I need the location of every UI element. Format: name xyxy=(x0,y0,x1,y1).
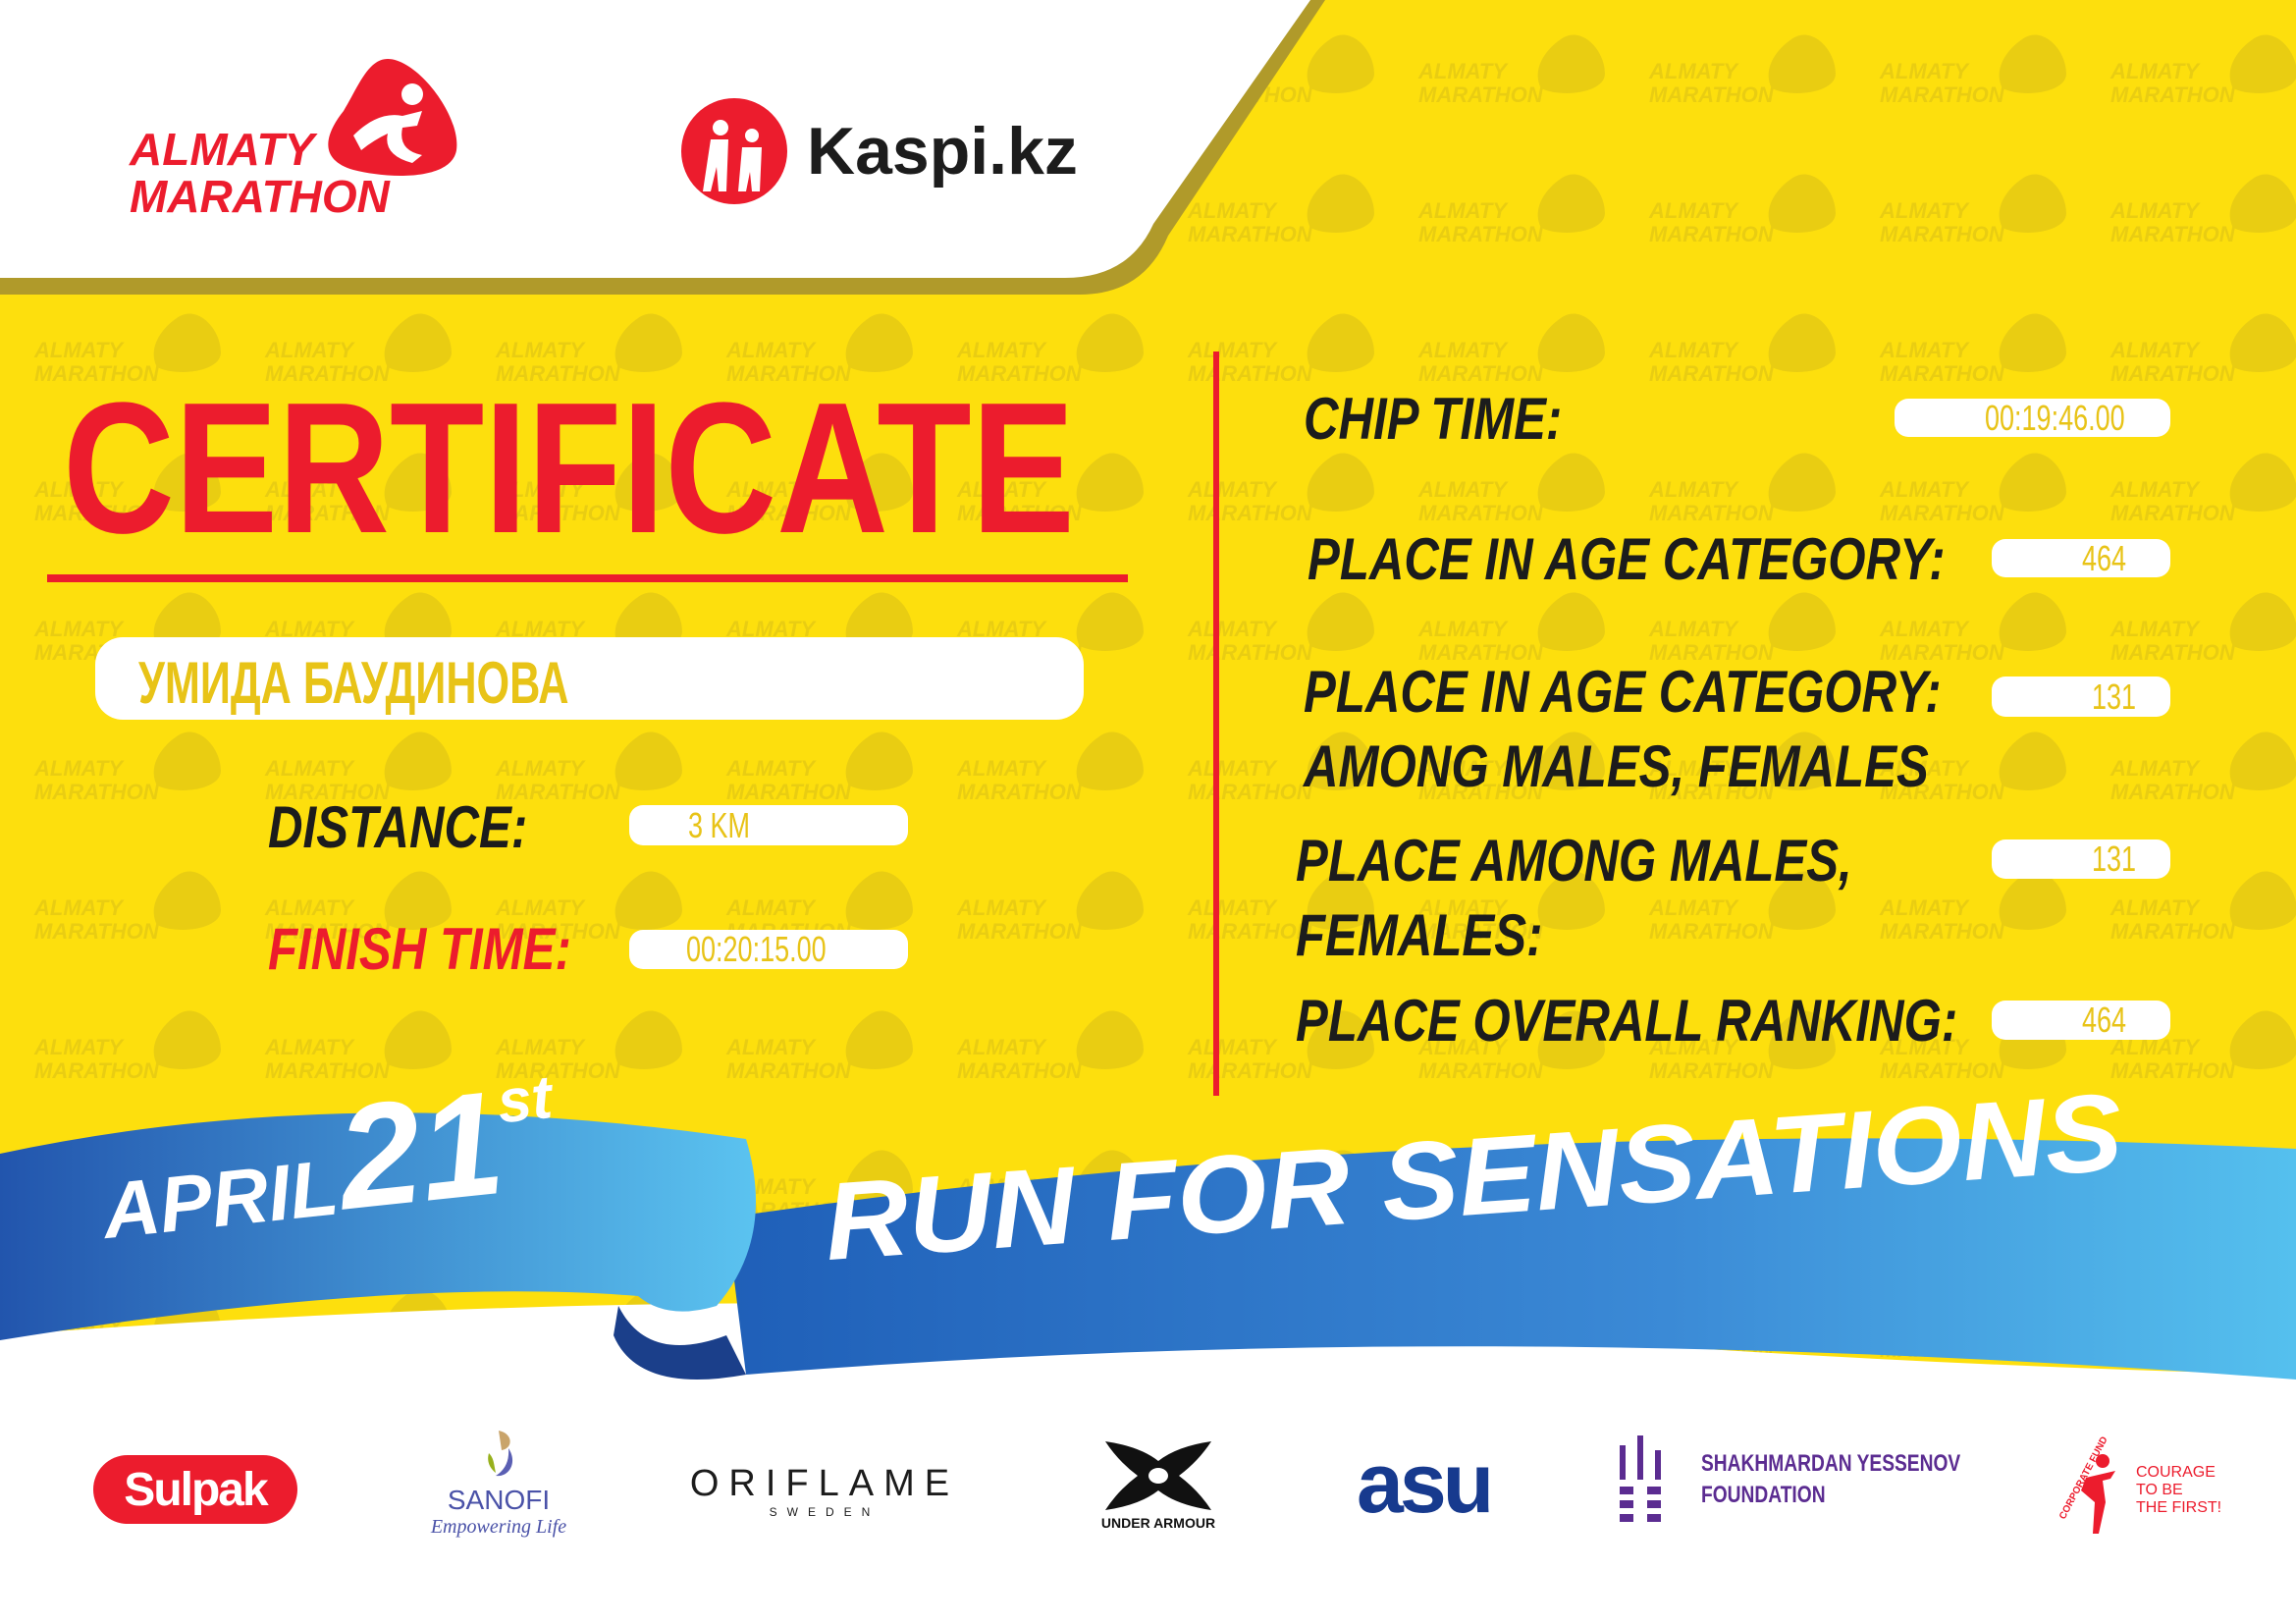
chip-time-value: 00:19:46.00 xyxy=(1985,397,2125,438)
kaspi-wordmark: Kaspi.kz xyxy=(807,114,1078,189)
asu-logo: asu xyxy=(1357,1435,1494,1533)
date-suffix: st xyxy=(494,1063,556,1137)
sanofi-text: SANOFI xyxy=(447,1485,551,1515)
kaspi-icon xyxy=(681,98,787,204)
distance-value: 3 KM xyxy=(688,804,751,845)
yessenov-line2: FOUNDATION xyxy=(1701,1482,1826,1508)
certificate-title: CERTIFICATE xyxy=(63,364,1075,572)
sanofi-bird-icon xyxy=(488,1431,513,1477)
sulpak-text: Sulpak xyxy=(124,1463,268,1516)
age-category-gender-label-line2: AMONG MALES, FEMALES xyxy=(1304,733,1929,799)
age-category-place-value: 464 xyxy=(2082,537,2127,578)
sulpak-logo: Sulpak xyxy=(93,1455,297,1524)
age-category-gender-label-line1: PLACE IN AGE CATEGORY: xyxy=(1304,659,1942,725)
courage-fund-logo: CORPORATE FUND COURAGE TO BE THE FIRST! xyxy=(2052,1435,2222,1537)
overall-ranking-box: 464 xyxy=(1992,1000,2170,1040)
yessenov-bars-icon xyxy=(1620,1435,1661,1522)
gender-place-box: 131 xyxy=(1992,839,2170,879)
courage-runner-icon xyxy=(2081,1454,2115,1534)
yessenov-line1: SHAKHMARDAN YESSENOV xyxy=(1701,1450,1961,1477)
runner-icon xyxy=(328,59,457,176)
oriflame-sub: SWEDEN xyxy=(769,1505,881,1519)
asu-text: asu xyxy=(1357,1436,1494,1531)
participant-name-box: УМИДА БАУДИНОВА xyxy=(95,637,1084,720)
finish-time-label: FINISH TIME: xyxy=(268,916,571,982)
gender-place-label-line2: FEMALES: xyxy=(1296,902,1543,968)
oriflame-logo: ORIFLAME SWEDEN xyxy=(687,1463,962,1519)
age-category-gender-value: 131 xyxy=(2092,676,2137,717)
oriflame-text: ORIFLAME xyxy=(689,1463,960,1504)
under-armour-logo: UNDER ARMOUR xyxy=(1075,1441,1242,1531)
distance-value-box: 3 KM xyxy=(629,805,908,845)
overall-ranking-value: 464 xyxy=(2082,1000,2127,1040)
logo-line2: MARATHON xyxy=(130,171,390,222)
distance-label: DISTANCE: xyxy=(268,794,528,860)
gender-place-label-line1: PLACE AMONG MALES, xyxy=(1296,828,1852,893)
overall-ranking-label: PLACE OVERALL RANKING: xyxy=(1296,988,1958,1054)
date-day: 21 xyxy=(330,1058,511,1241)
under-armour-text: UNDER ARMOUR xyxy=(1100,1515,1216,1531)
yessenov-logo: SHAKHMARDAN YESSENOV FOUNDATION xyxy=(1620,1435,2025,1524)
kaspi-logo: Kaspi.kz xyxy=(681,96,1078,206)
age-category-place-label: PLACE IN AGE CATEGORY: xyxy=(1308,526,1946,592)
participant-name: УМИДА БАУДИНОВА xyxy=(138,650,569,716)
age-category-place-box: 464 xyxy=(1992,537,2170,578)
logo-line1: ALMATY xyxy=(130,124,315,175)
courage-line2: TO BE xyxy=(2136,1481,2183,1498)
age-category-gender-box: 131 xyxy=(1992,677,2170,717)
finish-time-value: 00:20:15.00 xyxy=(686,929,827,969)
courage-line1: COURAGE xyxy=(2136,1463,2216,1481)
finish-time-value-box: 00:20:15.00 xyxy=(629,929,908,969)
courage-line3: THE FIRST! xyxy=(2136,1498,2222,1516)
sanofi-tagline: Empowering Life xyxy=(430,1516,567,1538)
sanofi-logo: SANOFI Empowering Life xyxy=(420,1429,577,1539)
chip-time-label: CHIP TIME: xyxy=(1304,386,1563,452)
almaty-marathon-logo: ALMATY MARATHON xyxy=(128,57,461,234)
under-armour-icon xyxy=(1105,1441,1211,1510)
chip-time-value-box: 00:19:46.00 xyxy=(1895,397,2170,438)
gender-place-value: 131 xyxy=(2092,839,2137,879)
